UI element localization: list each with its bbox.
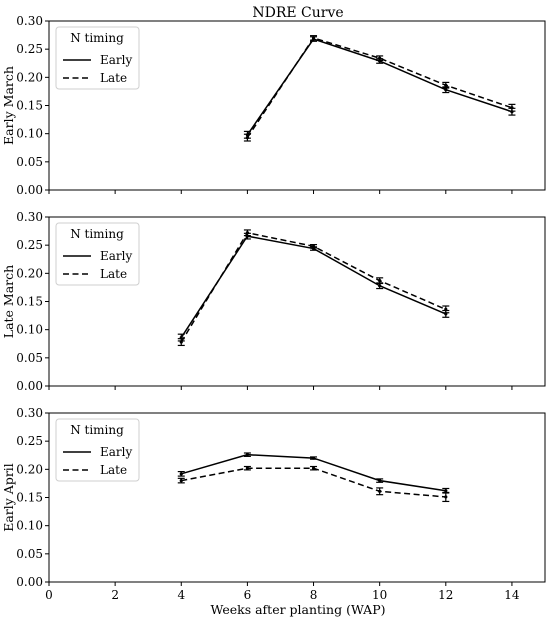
y-tick-label: 0.20 (16, 462, 43, 476)
y-tick-label: 0.30 (16, 14, 43, 28)
legend-label-late: Late (100, 463, 127, 477)
y-tick-label: 0.30 (16, 210, 43, 224)
error-bar-late (243, 229, 251, 237)
data-point-late (245, 466, 249, 470)
error-bar-late (442, 305, 450, 314)
legend-label-early: Early (100, 249, 132, 263)
error-bar-early (376, 478, 384, 483)
legend-title: N timing (70, 31, 124, 45)
error-bar-late (177, 338, 185, 347)
error-bar-late (442, 81, 450, 89)
error-bar-late (508, 103, 516, 112)
y-tick-label: 0.15 (16, 491, 43, 505)
data-point-late (245, 231, 249, 235)
y-tick-label: 0.10 (16, 519, 43, 533)
data-point-late (444, 83, 448, 87)
y-tick-label: 0.30 (16, 406, 43, 420)
legend-box (55, 222, 140, 286)
data-point-late (311, 466, 316, 470)
legend-title: N timing (70, 423, 124, 437)
data-point-early (444, 88, 448, 92)
y-tick-label: 0.00 (16, 575, 43, 589)
y-tick-label: 0.25 (16, 434, 43, 448)
error-bar-late (442, 491, 450, 503)
data-point-late (179, 479, 183, 483)
error-bar-early (177, 470, 185, 477)
panels-group: 0.00 0.05 0.10 0.15 0.20 0.25 0.30 Early March N… (1, 14, 546, 602)
data-point-late (444, 307, 448, 311)
data-point-early (444, 489, 448, 493)
error-bar-late (310, 465, 318, 471)
y-tick-label: 0.25 (16, 42, 43, 56)
error-bar-early (243, 452, 251, 457)
data-point-late (179, 340, 183, 344)
legend-label-late: Late (100, 267, 127, 281)
series-line-early (246, 38, 513, 136)
legend-title: N timing (70, 227, 124, 241)
error-bar-late (310, 35, 318, 41)
x-tick-label: 8 (310, 588, 318, 602)
y-tick-label: 0.20 (16, 266, 43, 280)
x-tick-label: 10 (372, 588, 387, 602)
legend-label-early: Early (100, 445, 132, 459)
y-tick-label: 0.05 (16, 547, 43, 561)
panel-2: 0.00 0.05 0.10 0.15 0.20 0.25 0.30 Late March N … (1, 210, 546, 393)
y-tick-label: 0.00 (16, 379, 43, 393)
data-point-late (378, 489, 382, 493)
legend: N timing Early Late (55, 418, 140, 482)
x-tick-label: 4 (177, 588, 185, 602)
legend-box (55, 418, 140, 482)
error-bar-early (310, 456, 318, 460)
data-point-late (378, 279, 382, 283)
y-tick-label: 0.05 (16, 351, 43, 365)
y-tick-label: 0.15 (16, 295, 43, 309)
x-tick-label: 2 (111, 588, 119, 602)
panel-1: 0.00 0.05 0.10 0.15 0.20 0.25 0.30 Early March N… (1, 14, 546, 197)
error-bar-late (376, 277, 384, 285)
data-point-early (311, 456, 316, 460)
error-bar-late (376, 487, 384, 496)
series-line-late (181, 467, 446, 498)
y-axis-label: Early March (1, 66, 16, 145)
error-bar-late (243, 465, 251, 471)
error-bar-late (243, 133, 251, 142)
y-tick-label: 0.05 (16, 155, 43, 169)
y-tick-label: 0.15 (16, 99, 43, 113)
data-point-early (378, 479, 382, 483)
y-tick-label: 0.25 (16, 238, 43, 252)
data-point-early (378, 284, 382, 288)
legend-label-early: Early (100, 53, 132, 67)
legend-box (55, 26, 140, 90)
data-point-late (311, 36, 316, 40)
data-point-late (311, 244, 316, 248)
data-point-late (444, 495, 448, 499)
series-line-late (246, 37, 513, 139)
data-point-late (378, 56, 382, 60)
chart-title: NDRE Curve (252, 5, 343, 21)
y-tick-label: 0.10 (16, 127, 43, 141)
data-point-late (510, 106, 514, 110)
y-tick-label: 0.20 (16, 70, 43, 84)
error-bar-late (310, 244, 318, 249)
error-bar-late (177, 477, 185, 484)
y-axis-label: Early April (1, 463, 16, 532)
x-tick-label: 6 (244, 588, 252, 602)
x-tick-label: 12 (438, 588, 453, 602)
panel-3: 0.00 0.05 0.10 0.15 0.20 0.25 0.30 0 2 4 6 8 10 12 14 E… (1, 406, 546, 602)
x-tick-label: 0 (45, 588, 53, 602)
y-tick-label: 0.10 (16, 323, 43, 337)
data-point-late (245, 136, 249, 140)
data-point-early (179, 472, 183, 476)
data-point-early (245, 453, 249, 457)
x-axis-label: Weeks after planting (WAP) (211, 602, 386, 617)
legend-label-late: Late (100, 71, 127, 85)
legend: N timing Early Late (55, 222, 140, 286)
y-axis-label: Late March (1, 265, 16, 338)
legend: N timing Early Late (55, 26, 140, 90)
x-tick-label: 14 (504, 588, 520, 602)
error-bar-late (376, 55, 384, 62)
y-tick-label: 0.00 (16, 183, 43, 197)
series-line-early (180, 235, 447, 338)
